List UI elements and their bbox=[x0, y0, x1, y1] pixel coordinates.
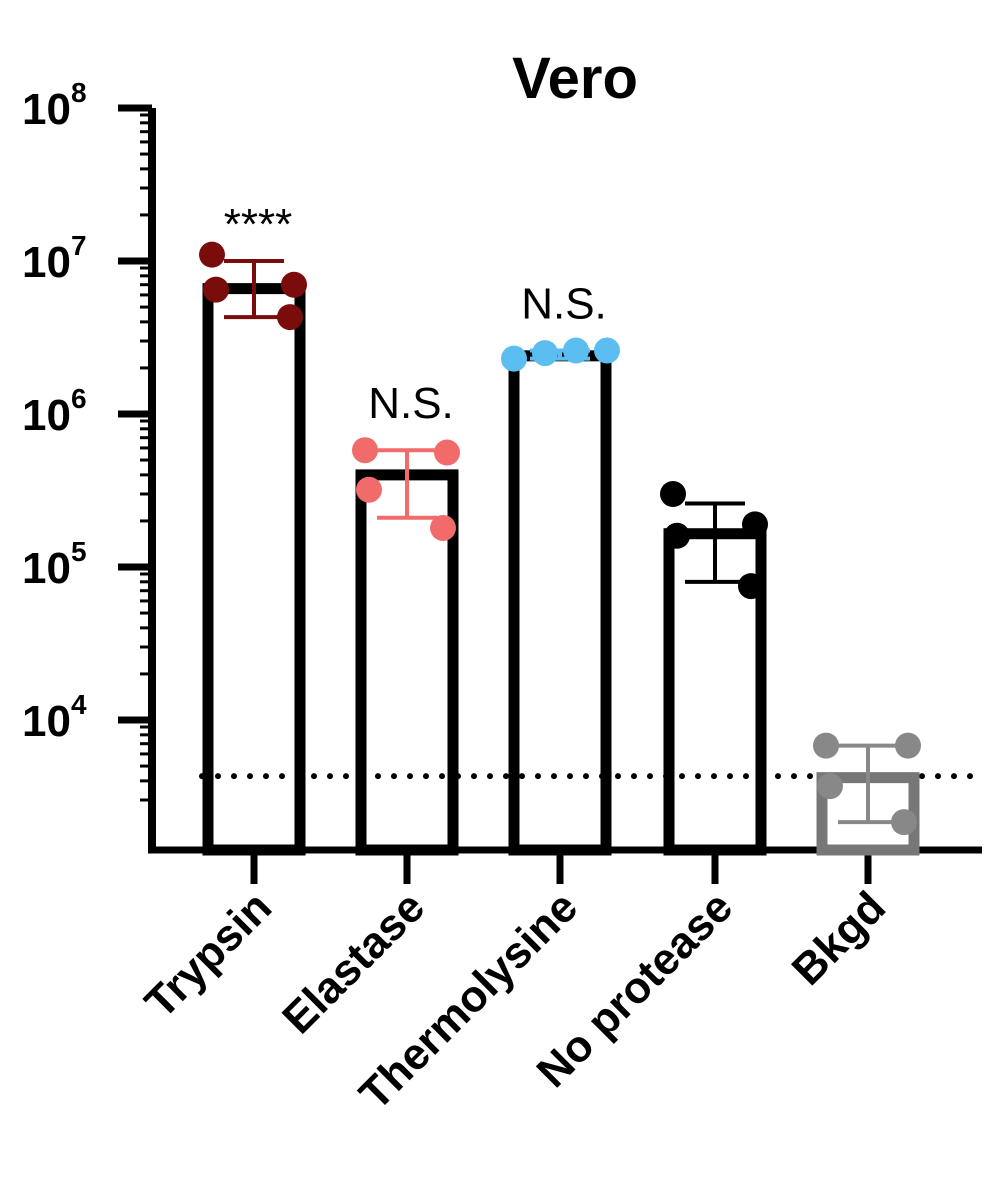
data-point bbox=[594, 337, 620, 364]
data-point bbox=[563, 337, 589, 364]
data-point bbox=[660, 481, 686, 508]
significance-label: N.S. bbox=[521, 280, 607, 329]
data-point bbox=[738, 573, 764, 600]
y-tick-exponent: 6 bbox=[71, 383, 87, 414]
y-tick-exponent: 7 bbox=[71, 230, 87, 261]
y-tick-exponent: 8 bbox=[71, 77, 87, 108]
data-point bbox=[430, 514, 456, 541]
data-point bbox=[434, 439, 460, 466]
x-category-label: Bkgd bbox=[783, 882, 895, 994]
y-tick-label: 105 bbox=[22, 536, 87, 593]
data-point bbox=[817, 773, 843, 800]
y-tick-base: 10 bbox=[22, 544, 71, 593]
bar bbox=[202, 283, 306, 856]
chart-title: Vero bbox=[512, 46, 638, 111]
y-tick-label: 104 bbox=[22, 689, 87, 746]
data-point bbox=[203, 276, 229, 303]
y-tick-base: 10 bbox=[22, 85, 71, 134]
y-tick-label: 106 bbox=[22, 383, 87, 440]
x-category-label: Elastase bbox=[273, 882, 434, 1043]
data-point bbox=[501, 345, 527, 372]
y-tick-base: 10 bbox=[22, 391, 71, 440]
y-tick-exponent: 4 bbox=[71, 689, 87, 720]
significance-label: **** bbox=[224, 200, 293, 249]
bars: **** N.S. N.S. bbox=[199, 200, 921, 856]
data-point bbox=[895, 732, 921, 759]
data-point bbox=[352, 437, 378, 464]
data-point bbox=[664, 522, 690, 549]
y-tick-base: 10 bbox=[22, 238, 71, 287]
data-point bbox=[742, 511, 768, 538]
data-point bbox=[813, 732, 839, 759]
data-point bbox=[277, 304, 303, 331]
y-tick-label: 108 bbox=[22, 77, 87, 134]
y-tick-exponent: 5 bbox=[71, 536, 87, 567]
data-point bbox=[199, 241, 225, 268]
bar bbox=[508, 350, 612, 856]
y-tick-label: 107 bbox=[22, 230, 87, 287]
significance-label: N.S. bbox=[368, 379, 454, 428]
data-point bbox=[356, 476, 382, 503]
data-point bbox=[891, 809, 917, 836]
data-point bbox=[532, 340, 558, 367]
y-tick-base: 10 bbox=[22, 697, 71, 746]
data-point bbox=[281, 271, 307, 298]
x-category-label: Trypsin bbox=[136, 882, 281, 1027]
